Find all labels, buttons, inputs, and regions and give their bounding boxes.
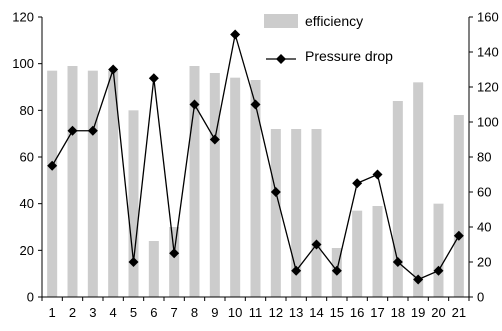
left-axis-ticks: 0 20 40 60 80 100 120 <box>12 10 42 305</box>
legend-label-pressure-drop: Pressure drop <box>305 48 393 64</box>
right-axis-ticks: 0 20 40 60 80 100 120 140 160 <box>469 10 499 305</box>
pressure-drop-point-14 <box>311 239 322 250</box>
bar-16 <box>352 210 363 297</box>
pressure-drop-point-17 <box>372 169 383 180</box>
legend-marker-pressure-drop <box>276 54 286 64</box>
x-tick-label: 4 <box>110 305 117 320</box>
x-tick-label: 7 <box>171 305 178 320</box>
pressure-drop-point-10 <box>230 29 241 40</box>
pressure-drop-point-19 <box>413 274 424 285</box>
pressure-drop-point-5 <box>128 257 139 267</box>
x-tick-label: 12 <box>269 305 283 320</box>
right-tick-label: 0 <box>477 290 484 305</box>
pressure-drop-point-2 <box>67 125 78 136</box>
legend: efficiency Pressure drop <box>264 13 393 64</box>
right-tick-label: 100 <box>477 115 499 130</box>
bar-2 <box>67 66 78 297</box>
bar-4 <box>108 70 119 298</box>
legend-swatch-efficiency <box>264 14 298 28</box>
line-series <box>47 29 464 285</box>
pressure-drop-point-8 <box>189 99 200 110</box>
x-axis-ticks: 1 2 3 4 5 6 7 8 9 10 11 12 13 14 15 16 17 18 19 20 21 <box>41 297 470 320</box>
bar-6 <box>148 241 159 297</box>
x-tick-label: 8 <box>191 305 198 320</box>
bar-1 <box>47 70 58 298</box>
bar-20 <box>433 203 444 297</box>
bar-group <box>47 66 464 298</box>
x-tick-label: 11 <box>249 305 263 320</box>
bar-13 <box>291 129 302 297</box>
bar-8 <box>189 66 200 297</box>
right-tick-label: 80 <box>477 150 491 165</box>
right-tick-label: 120 <box>477 80 499 95</box>
left-tick-label: 0 <box>27 290 34 305</box>
pressure-drop-point-4 <box>108 64 119 75</box>
bar-3 <box>87 70 98 298</box>
right-tick-label: 160 <box>477 10 499 25</box>
bar-12 <box>270 129 281 297</box>
x-tick-label: 3 <box>89 305 96 320</box>
bar-17 <box>372 206 383 297</box>
x-tick-label: 13 <box>289 305 303 320</box>
x-tick-label: 16 <box>350 305 364 320</box>
bar-21 <box>453 115 464 297</box>
pressure-drop-point-18 <box>392 257 403 267</box>
x-tick-label: 10 <box>228 305 242 320</box>
right-tick-label: 60 <box>477 185 491 200</box>
left-tick-label: 100 <box>12 56 34 71</box>
x-tick-label: 19 <box>411 305 425 320</box>
x-tick-label: 20 <box>431 305 445 320</box>
bar-10 <box>230 77 241 298</box>
pressure-drop-point-13 <box>291 265 302 276</box>
bar-18 <box>392 101 403 297</box>
bar-5 <box>128 110 139 297</box>
pressure-drop-point-9 <box>209 134 220 145</box>
left-tick-label: 80 <box>20 103 34 118</box>
pressure-drop-point-6 <box>148 73 159 84</box>
bar-11 <box>250 80 261 297</box>
pressure-drop-point-15 <box>331 265 342 276</box>
x-tick-label: 14 <box>309 305 323 320</box>
right-tick-label: 140 <box>477 45 499 60</box>
pressure-drop-point-7 <box>169 248 180 259</box>
bar-9 <box>209 73 220 297</box>
bar-7 <box>169 227 180 297</box>
pressure-drop-point-12 <box>270 187 281 197</box>
pressure-drop-point-1 <box>47 160 58 171</box>
pressure-drop-point-21 <box>453 230 464 241</box>
x-tick-label: 6 <box>150 305 157 320</box>
left-tick-label: 40 <box>20 196 34 211</box>
x-tick-label: 1 <box>49 305 56 320</box>
x-tick-label: 18 <box>391 305 405 320</box>
right-tick-label: 20 <box>477 255 491 270</box>
legend-label-efficiency: efficiency <box>305 13 363 29</box>
pressure-drop-point-11 <box>250 99 261 110</box>
pressure-drop-point-20 <box>433 265 444 276</box>
right-tick-label: 40 <box>477 220 491 235</box>
x-tick-label: 2 <box>69 305 76 320</box>
x-tick-label: 5 <box>130 305 137 320</box>
pressure-drop-point-16 <box>352 178 363 189</box>
left-tick-label: 120 <box>12 10 34 25</box>
bar-19 <box>413 82 424 297</box>
x-tick-label: 17 <box>370 305 384 320</box>
x-tick-label: 15 <box>330 305 344 320</box>
pressure-drop-point-3 <box>87 125 98 136</box>
x-tick-label: 9 <box>211 305 218 320</box>
x-tick-label: 21 <box>452 305 466 320</box>
left-tick-label: 20 <box>20 243 34 258</box>
bar-14 <box>311 129 322 297</box>
left-tick-label: 60 <box>20 150 34 165</box>
